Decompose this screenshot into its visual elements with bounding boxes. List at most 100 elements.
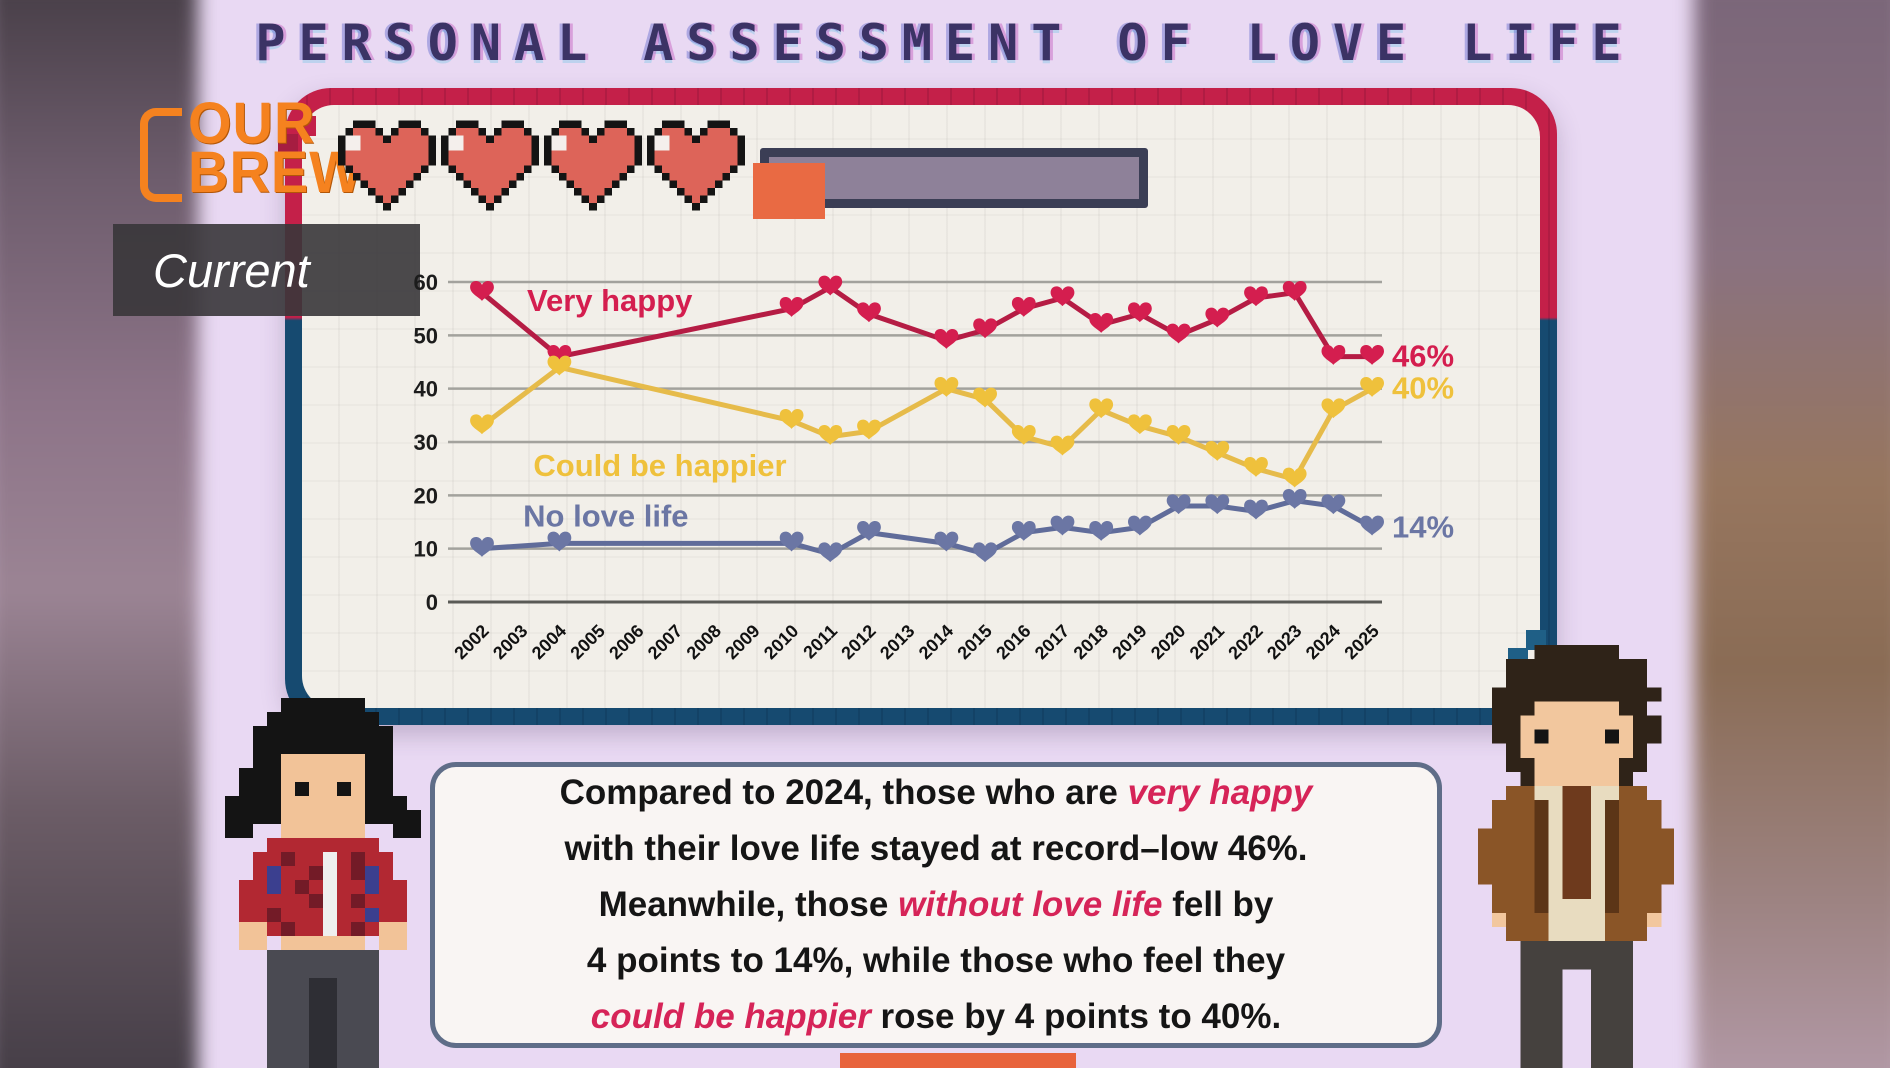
- x-axis-tick-label: 2019: [1108, 621, 1150, 663]
- health-hearts-row: [338, 120, 1148, 219]
- series-end-value-label: 46%: [1392, 339, 1454, 374]
- heart-marker: [470, 281, 494, 301]
- heart-marker: [934, 377, 959, 397]
- x-axis-tick-label: 2024: [1302, 621, 1344, 663]
- heart-marker: [547, 531, 572, 552]
- heart-marker: [1282, 489, 1307, 509]
- heart-marker: [818, 275, 843, 296]
- x-axis-tick-label: 2018: [1070, 621, 1112, 663]
- pixel-heart-icon: [647, 120, 745, 211]
- heart-marker: [1128, 414, 1152, 435]
- x-axis-tick-label: 2021: [1186, 621, 1228, 663]
- logo-word-our: OUR: [188, 89, 316, 156]
- health-bar: [753, 148, 1148, 219]
- summary-line: Meanwhile, those without love life fell …: [598, 885, 1274, 924]
- x-axis-tick-label: 2008: [683, 621, 725, 663]
- heart-marker: [1205, 441, 1230, 461]
- series-end-value-label: 40%: [1392, 371, 1454, 406]
- x-axis-tick-label: 2003: [489, 621, 531, 663]
- corner-step-decoration: [296, 116, 316, 136]
- x-axis-tick-label: 2010: [760, 621, 802, 663]
- heart-marker: [1011, 425, 1036, 445]
- summary-text-box: Compared to 2024, those who are very hap…: [430, 762, 1442, 1048]
- heart-marker: [1166, 425, 1191, 445]
- heart-marker: [1166, 494, 1191, 515]
- heart-marker: [857, 419, 881, 440]
- x-axis-tick-label: 2002: [450, 621, 492, 663]
- heart-marker: [1244, 286, 1268, 307]
- summary-line: 4 points to 14%, while those who feel th…: [586, 941, 1286, 980]
- y-axis-tick-label: 60: [414, 270, 438, 295]
- current-overlay-label: Current: [113, 224, 420, 316]
- heart-marker: [470, 414, 494, 435]
- x-axis-tick-label: 2007: [644, 621, 686, 663]
- x-axis-tick-label: 2005: [566, 621, 608, 663]
- heart-marker: [1205, 307, 1230, 328]
- heart-marker: [1244, 499, 1268, 520]
- heart-marker: [470, 537, 494, 557]
- series-label: No love life: [523, 498, 688, 533]
- blurred-background-right: [1694, 0, 1890, 1068]
- heart-marker: [1089, 521, 1114, 541]
- series-label: Very happy: [527, 283, 693, 318]
- heart-marker: [973, 387, 997, 408]
- x-axis-tick-label: 2006: [605, 621, 647, 663]
- heart-marker: [1128, 515, 1152, 536]
- heart-marker: [1011, 521, 1036, 541]
- y-axis-tick-label: 30: [414, 430, 438, 455]
- heart-marker: [1360, 515, 1384, 536]
- x-axis-tick-label: 2014: [915, 621, 957, 663]
- heart-marker: [934, 531, 959, 552]
- y-axis-tick-label: 50: [414, 323, 438, 348]
- heart-marker: [1282, 281, 1307, 301]
- heart-marker: [1166, 323, 1191, 344]
- boy-pixel-character: [1478, 645, 1674, 1068]
- page-title: PERSONAL ASSESSMENT OF LOVE LIFE: [255, 14, 1635, 72]
- summary-line: could be happier rose by 4 points to 40%…: [590, 997, 1282, 1036]
- heart-marker: [779, 531, 804, 552]
- footer-button-partial: [840, 1053, 1076, 1068]
- heart-marker: [973, 542, 997, 563]
- blurred-background-left: [0, 0, 198, 1068]
- logo-word-brew: BREW: [188, 138, 364, 205]
- heart-marker: [1360, 377, 1384, 397]
- current-label-text: Current: [153, 243, 310, 297]
- x-axis-tick-label: 2011: [799, 621, 841, 663]
- summary-line: with their love life stayed at record–lo…: [564, 829, 1308, 868]
- y-axis-tick-label: 0: [426, 590, 438, 615]
- series-label: Could be happier: [533, 448, 786, 483]
- x-axis-tick-label: 2017: [1031, 621, 1073, 663]
- pixel-heart-icon: [441, 120, 539, 211]
- x-axis-tick-label: 2015: [953, 621, 995, 663]
- heart-marker: [818, 425, 843, 445]
- heart-marker: [1244, 457, 1268, 477]
- heart-marker: [1089, 313, 1114, 333]
- heart-marker: [818, 542, 843, 563]
- heart-marker: [857, 521, 881, 541]
- heart-marker: [1205, 494, 1230, 515]
- x-axis-tick-label: 2013: [876, 621, 918, 663]
- heart-marker: [1089, 398, 1114, 419]
- series-end-value-label: 14%: [1392, 509, 1454, 544]
- heart-marker: [973, 318, 997, 339]
- corner-step-decoration: [278, 134, 298, 154]
- x-axis-tick-label: 2016: [992, 621, 1034, 663]
- love-life-chart: 0102030405060200220032004200520062007200…: [414, 270, 1455, 663]
- heart-marker: [1321, 398, 1346, 419]
- heart-marker: [547, 355, 572, 376]
- heart-marker: [1360, 345, 1384, 365]
- heart-marker: [1128, 302, 1152, 323]
- x-axis-tick-label: 2022: [1224, 621, 1266, 663]
- y-axis-tick-label: 20: [414, 483, 438, 508]
- heart-marker: [1050, 286, 1075, 307]
- heart-marker: [1011, 297, 1036, 317]
- heart-marker: [1282, 467, 1307, 488]
- ourbrew-logo: OUR BREW: [140, 89, 364, 208]
- y-axis-tick-label: 40: [414, 377, 438, 402]
- heart-marker: [934, 329, 959, 349]
- x-axis-tick-label: 2004: [528, 621, 570, 663]
- x-axis-tick-label: 2023: [1263, 621, 1305, 663]
- heart-marker: [1321, 345, 1346, 365]
- x-axis-tick-label: 2009: [721, 621, 763, 663]
